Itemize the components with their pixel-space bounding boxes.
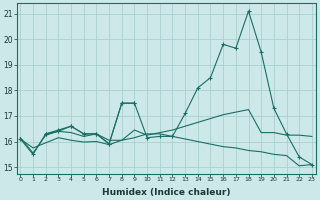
X-axis label: Humidex (Indice chaleur): Humidex (Indice chaleur)	[102, 188, 230, 197]
